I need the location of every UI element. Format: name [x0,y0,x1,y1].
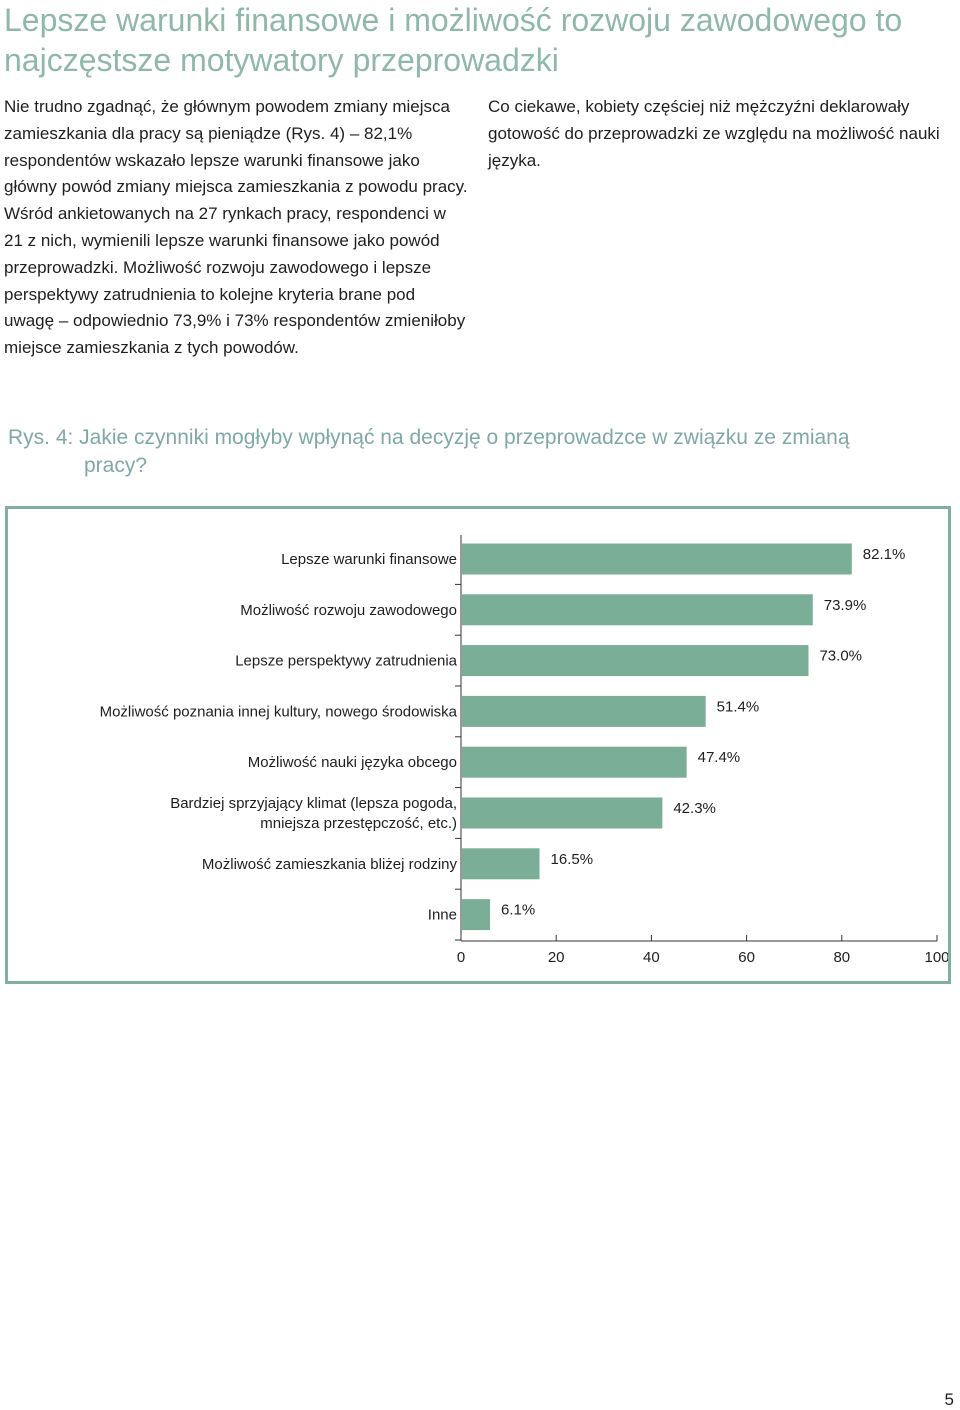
category-label: Możliwość rozwoju zawodowego [240,602,457,619]
page-title: Lepsze warunki finansowe i możliwość roz… [4,2,903,78]
x-tick-label: 0 [457,949,465,966]
category-label: Możliwość nauki języka obcego [248,754,457,771]
category-label: mniejsza przestępczość, etc.) [260,815,457,832]
value-label: 47.4% [698,749,741,766]
value-label: 82.1% [863,546,906,563]
value-label: 51.4% [717,698,760,715]
bar [462,797,663,829]
category-label: Możliwość poznania innej kultury, nowego… [100,703,458,720]
bar-chart: 0 20 40 60 80 100 Lepsze warunki finansowe 82.1… [100,535,948,966]
value-label: 42.3% [673,800,716,817]
category-label: Inne [428,907,457,924]
bar [462,848,540,880]
bar [462,645,809,677]
x-tick-label: 40 [643,949,660,966]
value-label: 16.5% [551,851,594,868]
category-label: Lepsze warunki finansowe [281,551,457,568]
bar [462,543,852,575]
category-label: Lepsze perspektywy zatrudnienia [235,653,457,670]
bar [462,695,706,727]
body-text-right: Co ciekawe, kobiety częściej niż mężczyź… [488,97,940,170]
page-number: 5 [944,1390,954,1409]
x-tick-label: 100 [924,949,948,966]
chart-frame: 0 20 40 60 80 100 Lepsze warunki finansowe 82.1… [5,506,951,984]
x-tick-label: 20 [548,949,565,966]
value-label: 73.0% [819,648,862,665]
figure-caption: Rys. 4: Jakie czynniki mogłyby wpłynąć n… [8,426,850,477]
x-tick-label: 60 [738,949,755,966]
bar [462,899,491,931]
value-label: 6.1% [501,902,535,919]
x-tick-label: 80 [833,949,850,966]
category-label: Możliwość zamieszkania bliżej rodziny [202,856,458,873]
category-label: Bardziej sprzyjający klimat (lepsza pogo… [170,795,457,812]
bar [462,594,813,626]
body-text-left: Nie trudno zgadnąć, że głównym powodem z… [4,97,468,358]
bar [462,746,687,778]
value-label: 73.9% [824,597,867,614]
